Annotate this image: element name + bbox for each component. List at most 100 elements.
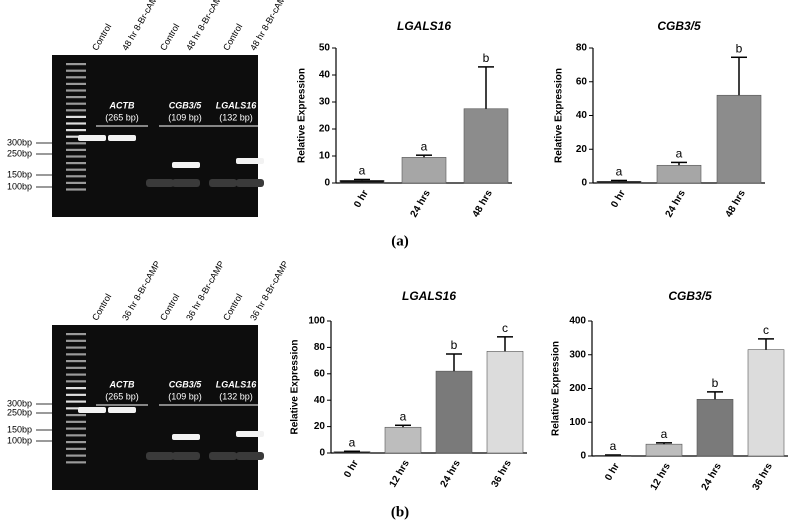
ladder-band [66, 447, 86, 450]
gene-name: ACTB [109, 379, 135, 389]
x-tick-label: 48 hrs [471, 188, 495, 219]
y-axis-label: Relative Expression [297, 68, 308, 163]
lane-label: Control [221, 292, 244, 322]
x-tick-label: 36 hrs [490, 458, 514, 489]
significance-letter: a [616, 165, 623, 179]
ladder-band [66, 380, 86, 383]
dna-band [78, 135, 106, 141]
x-tick-label: 24 hrs [409, 188, 433, 219]
ladder-band [66, 339, 86, 342]
ladder-band [66, 168, 86, 171]
marker-label: 250bp [7, 407, 32, 417]
y-tick-label: 0 [319, 448, 325, 459]
ladder-band [66, 129, 86, 132]
significance-letter: a [676, 147, 683, 161]
marker-label: 150bp [7, 424, 32, 434]
bar [339, 180, 385, 184]
ladder-band [66, 122, 86, 125]
y-tick-label: 40 [576, 110, 588, 121]
y-tick-label: 40 [314, 395, 326, 406]
ladder-band [66, 148, 86, 151]
panel-label: (a) [391, 233, 409, 249]
y-tick-label: 200 [569, 383, 586, 394]
x-tick-label: 0 hr [603, 461, 622, 482]
y-tick-label: 80 [576, 43, 588, 54]
lane-label: Control [158, 22, 181, 52]
chart-title: CGB3/5 [657, 19, 701, 33]
primer-smear [236, 179, 264, 187]
ladder-band [66, 155, 86, 158]
ladder-band [66, 461, 86, 464]
ladder-band [66, 427, 86, 430]
dna-band [236, 158, 264, 164]
significance-letter: a [349, 435, 356, 449]
primer-smear [146, 179, 174, 187]
bar [486, 351, 524, 454]
y-tick-label: 0 [324, 178, 330, 189]
x-tick-label: 48 hrs [724, 188, 748, 219]
bar [384, 426, 422, 454]
lane-label: 36 hr 8-Br-cAMP [120, 259, 162, 322]
y-tick-label: 60 [576, 76, 588, 87]
ladder-band [66, 414, 86, 417]
ladder-band [66, 181, 86, 184]
lane-label: 48 hr 8-Br-cAMP [120, 0, 162, 52]
y-tick-label: 100 [569, 417, 586, 428]
gene-size: (132 bp) [219, 391, 253, 401]
x-tick-label: 0 hr [342, 458, 361, 479]
ladder-band [66, 454, 86, 457]
marker-label: 150bp [7, 169, 32, 179]
panel-label: (b) [391, 504, 409, 520]
y-tick-label: 0 [581, 178, 587, 189]
significance-letter: b [736, 41, 743, 55]
y-tick-label: 20 [319, 124, 331, 135]
bar [435, 370, 473, 454]
primer-smear [172, 452, 200, 460]
ladder-band [66, 69, 86, 72]
significance-letter: a [359, 164, 366, 178]
y-tick-label: 40 [319, 70, 331, 81]
dna-band [172, 434, 200, 440]
y-tick-label: 10 [319, 151, 331, 162]
primer-smear [209, 179, 237, 187]
y-tick-label: 100 [308, 316, 325, 327]
x-tick-label: 12 hrs [649, 461, 673, 492]
significance-letter: a [610, 439, 617, 453]
significance-letter: b [483, 51, 490, 65]
gene-name: ACTB [109, 100, 135, 110]
y-tick-label: 20 [576, 144, 588, 155]
ladder-band [66, 115, 86, 118]
y-axis-label: Relative Expression [554, 68, 565, 163]
primer-smear [209, 452, 237, 460]
bar [463, 108, 509, 184]
lane-label: Control [221, 22, 244, 52]
dna-band [108, 135, 136, 141]
chart-title: LGALS16 [397, 19, 451, 33]
ladder-band [66, 366, 86, 369]
lane-label: Control [90, 22, 113, 52]
ladder-band [66, 63, 86, 66]
y-tick-label: 300 [569, 349, 586, 360]
x-tick-label: 0 hr [352, 188, 371, 209]
ladder-band [66, 102, 86, 105]
primer-smear [172, 179, 200, 187]
ladder-band [66, 89, 86, 92]
significance-letter: a [421, 139, 428, 153]
lane-label: 48 hr 8-Br-cAMP [248, 0, 290, 52]
gene-size: (109 bp) [168, 112, 202, 122]
ladder-band [66, 333, 86, 336]
significance-letter: b [451, 338, 458, 352]
primer-smear [236, 452, 264, 460]
y-tick-label: 0 [580, 451, 586, 462]
ladder-band [66, 162, 86, 165]
ladder-band [66, 387, 86, 390]
marker-label: 300bp [7, 398, 32, 408]
lane-label: 36 hr 8-Br-cAMP [184, 259, 226, 322]
y-tick-label: 60 [314, 368, 326, 379]
ladder-band [66, 360, 86, 363]
significance-letter: b [712, 376, 719, 390]
bar [645, 443, 683, 457]
marker-label: 250bp [7, 148, 32, 158]
ladder-band [66, 82, 86, 85]
ladder-band [66, 188, 86, 191]
